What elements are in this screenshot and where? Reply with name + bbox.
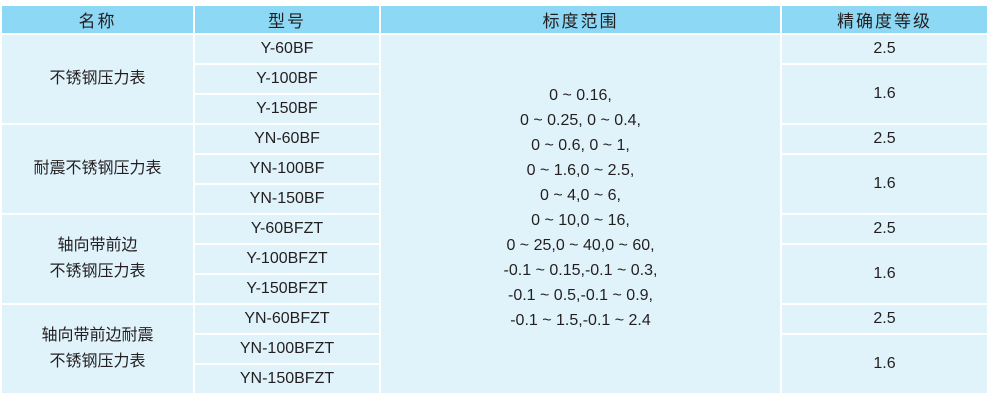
range-line: -0.1 ~ 0.5,-0.1 ~ 0.9, (508, 286, 653, 304)
model-cell: YN-150BF (193, 183, 381, 215)
accuracy-cell: 2.5 (780, 213, 987, 245)
model-cell: Y-150BF (193, 93, 381, 125)
table-row: Y-150BF (1, 93, 987, 125)
table-row: YN-100BF 1.6 (1, 153, 987, 215)
product-name-line: 轴向带前边耐震 (41, 327, 154, 344)
model-cell: YN-150BFZT (193, 363, 381, 395)
table-row: Y-150BFZT (1, 273, 987, 305)
table-row: 耐震不锈钢压力表 YN-60BF 2.5 (0, 123, 987, 215)
table-row: 不锈钢压力表 Y-60BF 0 ~ 0.16, 0 ~ 0.25, 0 ~ 0.4, 0… (0, 33, 987, 395)
accuracy-cell: 2.5 (780, 123, 987, 155)
product-name-line: 耐震不锈钢压力表 (33, 160, 162, 177)
product-name-cell: 轴向带前边耐震 不锈钢压力表 (0, 303, 195, 395)
model-cell: YN-60BFZT (193, 303, 381, 335)
range-line: 0 ~ 0.6, 0 ~ 1, (531, 136, 630, 154)
model-cell: Y-100BFZT (193, 243, 381, 275)
model-cell: YN-100BFZT (193, 333, 381, 365)
range-line: 0 ~ 1.6,0 ~ 2.5, (526, 161, 635, 179)
accuracy-cell: 2.5 (780, 303, 987, 335)
model-cell: YN-100BF (193, 153, 381, 185)
table-row: Y-100BFZT 1.6 (1, 243, 987, 305)
table-row: 轴向带前边耐震 不锈钢压力表 YN-60BFZT 2.5 (0, 303, 987, 395)
product-name-cell: 不锈钢压力表 (0, 33, 195, 125)
range-cell: 0 ~ 0.16, 0 ~ 0.25, 0 ~ 0.4, 0 ~ 0.6, 0 ~ … (379, 33, 782, 395)
model-cell: YN-60BF (193, 123, 381, 155)
model-cell: Y-100BF (193, 63, 381, 95)
range-line: 0 ~ 0.16, (549, 86, 612, 104)
range-line: 0 ~ 25,0 ~ 40,0 ~ 60, (506, 236, 655, 254)
range-line: -0.1 ~ 1.5,-0.1 ~ 2.4 (510, 311, 651, 329)
accuracy-cell: 1.6 (780, 333, 987, 395)
table-row: YN-150BF (1, 183, 987, 215)
table-row: 轴向带前边 不锈钢压力表 Y-60BFZT 2.5 (0, 213, 987, 305)
product-name-line: 轴向带前边 (57, 237, 138, 254)
range-line: -0.1 ~ 0.15,-0.1 ~ 0.3, (503, 261, 658, 279)
accuracy-cell: 2.5 (780, 33, 987, 65)
range-line: 0 ~ 10,0 ~ 16, (531, 211, 630, 229)
accuracy-cell: 1.6 (780, 153, 987, 215)
product-name-line: 不锈钢压力表 (49, 263, 146, 280)
header-row: 名称 型号 标度范围 精确度等级 (0, 4, 987, 35)
range-line: 0 ~ 0.25, 0 ~ 0.4, (520, 111, 641, 129)
product-name-cell: 轴向带前边不锈钢压力表 (0, 213, 195, 305)
header-name: 名称 (0, 4, 195, 35)
product-name-cell: 耐震不锈钢压力表 (0, 123, 195, 215)
accuracy-cell: 1.6 (780, 63, 987, 125)
accuracy-cell: 1.6 (780, 243, 987, 305)
product-name-line: 不锈钢压力表 (49, 70, 146, 87)
header-range: 标度范围 (379, 4, 782, 35)
specification-table: 名称 型号 标度范围 精确度等级 不锈钢压力表 Y-60BF 0 ~ 0.16, 0 … (0, 4, 987, 395)
model-cell: Y-150BFZT (193, 273, 381, 305)
header-accuracy: 精确度等级 (780, 4, 987, 35)
model-cell: Y-60BFZT (193, 213, 381, 245)
product-name-line: 不锈钢压力表 (49, 353, 146, 370)
table-row: YN-150BFZT (1, 363, 987, 395)
model-cell: Y-60BF (193, 33, 381, 65)
range-line: 0 ~ 4,0 ~ 6, (540, 186, 621, 204)
header-model: 型号 (193, 4, 381, 35)
